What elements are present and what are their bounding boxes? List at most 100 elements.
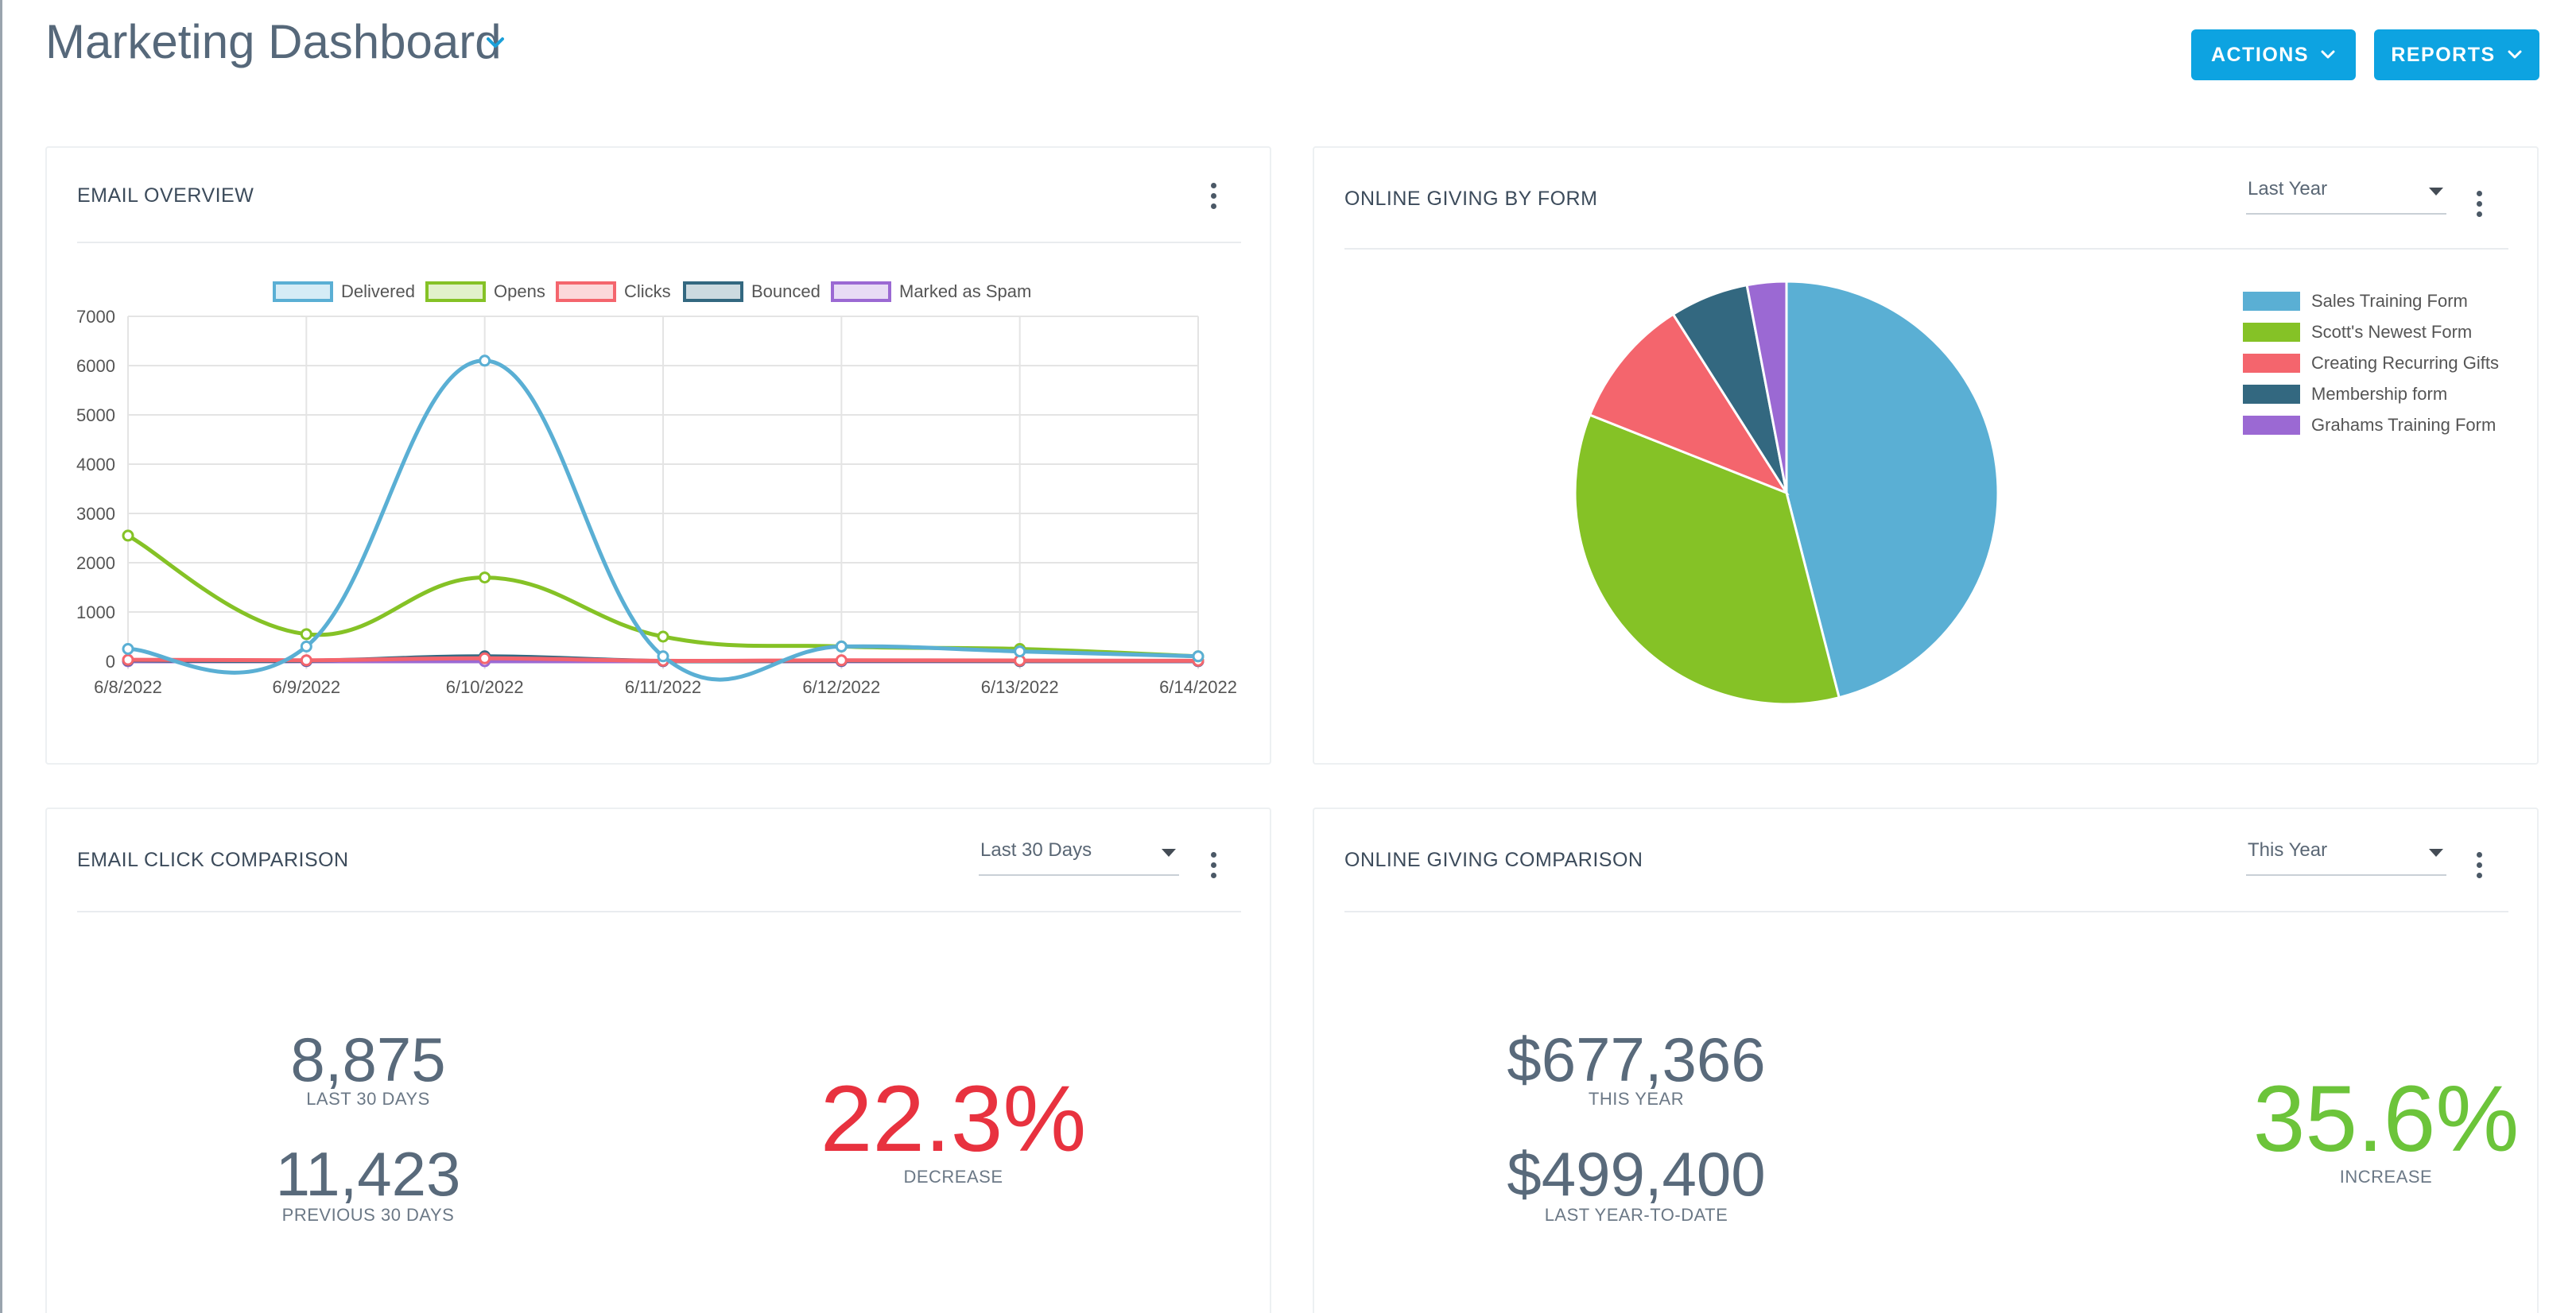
period-select[interactable]: Last 30 Days xyxy=(979,831,1179,876)
data-point[interactable] xyxy=(122,643,134,655)
legend-item-clicks[interactable]: Clicks xyxy=(556,281,671,302)
data-point[interactable] xyxy=(479,354,491,367)
this-year-giving-value: $677,366 xyxy=(1507,1024,1766,1094)
this-year-giving-label: THIS YEAR xyxy=(1588,1089,1685,1109)
data-point[interactable] xyxy=(657,630,669,643)
pie-swatch xyxy=(2243,323,2300,342)
more-options-icon[interactable] xyxy=(1201,178,1225,213)
y-tick-label: 2000 xyxy=(76,553,115,573)
y-tick-label: 4000 xyxy=(76,455,115,474)
legend-swatch xyxy=(273,281,333,302)
chevron-down-icon xyxy=(2508,50,2522,59)
last-year-giving-label: LAST YEAR-TO-DATE xyxy=(1544,1205,1728,1225)
period-select[interactable]: Last Year xyxy=(2246,170,2446,215)
period-select[interactable]: This Year xyxy=(2246,831,2446,876)
actions-button[interactable]: ACTIONS xyxy=(2191,29,2356,80)
pie-legend-item[interactable]: Membership form xyxy=(2243,384,2447,405)
reports-button[interactable]: REPORTS xyxy=(2374,29,2539,80)
data-point[interactable] xyxy=(835,654,848,667)
data-point[interactable] xyxy=(1192,650,1205,663)
data-point[interactable] xyxy=(300,654,312,667)
reports-button-label: REPORTS xyxy=(2391,43,2496,66)
card-title: EMAIL OVERVIEW xyxy=(77,184,254,207)
y-tick-label: 5000 xyxy=(76,405,115,425)
legend-item-delivered[interactable]: Delivered xyxy=(273,281,415,302)
legend-item-opens[interactable]: Opens xyxy=(425,281,545,302)
title-chevron-down-icon[interactable] xyxy=(483,33,507,52)
pie-legend-label: Grahams Training Form xyxy=(2311,415,2496,435)
data-point[interactable] xyxy=(1014,645,1026,658)
pie-swatch xyxy=(2243,354,2300,373)
last-year-giving-value: $499,400 xyxy=(1507,1139,1766,1209)
legend-swatch xyxy=(831,281,891,302)
legend-swatch xyxy=(425,281,486,302)
pie-slice-sales-training-form[interactable] xyxy=(1785,280,2000,699)
card-title: ONLINE GIVING BY FORM xyxy=(1344,188,1598,210)
pie-slice-scott-s-newest-form[interactable] xyxy=(1573,413,1841,706)
data-point[interactable] xyxy=(300,628,312,641)
y-tick-label: 1000 xyxy=(76,602,115,622)
pie-legend-label: Sales Training Form xyxy=(2311,291,2468,311)
y-tick-label: 6000 xyxy=(76,356,115,376)
pie-slice-grahams-training-form[interactable] xyxy=(1745,280,1788,494)
data-point[interactable] xyxy=(300,640,312,653)
period-select-value: Last 30 Days xyxy=(980,839,1092,861)
data-point[interactable] xyxy=(122,529,134,542)
data-point[interactable] xyxy=(122,653,134,666)
click-change-percent: 22.3% xyxy=(820,1067,1087,1172)
card-title: EMAIL CLICK COMPARISON xyxy=(77,849,349,871)
legend-item-bounced[interactable]: Bounced xyxy=(683,281,821,302)
data-point[interactable] xyxy=(835,640,848,653)
current-clicks-value: 8,875 xyxy=(290,1024,446,1094)
x-tick-label: 6/9/2022 xyxy=(273,677,341,697)
legend-swatch xyxy=(556,281,616,302)
pie-swatch xyxy=(2243,385,2300,404)
data-point[interactable] xyxy=(479,571,491,584)
x-tick-label: 6/12/2022 xyxy=(802,677,880,697)
legend-label: Opens xyxy=(494,281,545,301)
pie-legend-item[interactable]: Creating Recurring Gifts xyxy=(2243,353,2499,374)
period-select-value: This Year xyxy=(2248,839,2328,861)
card-divider xyxy=(1344,911,2508,912)
x-tick-label: 6/10/2022 xyxy=(446,677,524,697)
more-options-icon[interactable] xyxy=(2467,847,2491,882)
pie-slice-creating-recurring-gifts[interactable] xyxy=(1588,312,1790,496)
legend-label: Marked as Spam xyxy=(899,281,1032,301)
online-giving-by-form-card: ONLINE GIVING BY FORM Last Year Sales Tr… xyxy=(1313,146,2539,765)
pie-legend-label: Membership form xyxy=(2311,384,2448,404)
data-point[interactable] xyxy=(479,652,491,664)
y-tick-label: 7000 xyxy=(76,307,115,327)
more-options-icon[interactable] xyxy=(2467,186,2491,221)
pie-legend-item[interactable]: Scott's Newest Form xyxy=(2243,322,2472,343)
more-options-icon[interactable] xyxy=(1201,847,1225,882)
current-clicks-label: LAST 30 DAYS xyxy=(306,1089,430,1109)
pie-legend-item[interactable]: Grahams Training Form xyxy=(2243,415,2496,436)
period-select-value: Last Year xyxy=(2248,178,2328,199)
x-tick-label: 6/11/2022 xyxy=(625,677,701,697)
previous-clicks-label: PREVIOUS 30 DAYS xyxy=(281,1205,455,1225)
legend-label: Clicks xyxy=(624,281,671,301)
card-divider xyxy=(1344,248,2508,250)
y-tick-label: 0 xyxy=(106,652,115,672)
x-tick-label: 6/13/2022 xyxy=(981,677,1059,697)
page-title: Marketing Dashboard xyxy=(45,15,502,68)
pie-legend-label: Scott's Newest Form xyxy=(2311,322,2473,342)
chevron-down-icon xyxy=(2321,50,2335,59)
giving-change-percent: 35.6% xyxy=(2252,1067,2520,1172)
email-overview-line-chart: 7000 6000 5000 4000 3000 2000 1000 0 6/8/2022 6/9… xyxy=(76,307,1237,697)
giving-change-label: INCREASE xyxy=(2339,1167,2433,1187)
x-tick-label: 6/14/2022 xyxy=(1159,677,1237,697)
series-line-delivered xyxy=(127,358,1199,682)
card-divider xyxy=(77,911,1241,912)
legend-item-marked-as-spam[interactable]: Marked as Spam xyxy=(831,281,1031,302)
page-header: Marketing Dashboard ACTIONS REPORTS xyxy=(2,0,2576,119)
legend-label: Delivered xyxy=(341,281,415,301)
data-point[interactable] xyxy=(657,650,669,663)
card-divider xyxy=(77,242,1241,243)
pie-legend-label: Creating Recurring Gifts xyxy=(2311,353,2499,373)
click-change-label: DECREASE xyxy=(903,1167,1003,1187)
pie-legend-item[interactable]: Sales Training Form xyxy=(2243,291,2468,312)
caret-down-icon xyxy=(1162,849,1176,857)
caret-down-icon xyxy=(2429,188,2443,196)
online-giving-pie-chart xyxy=(1573,280,2000,706)
